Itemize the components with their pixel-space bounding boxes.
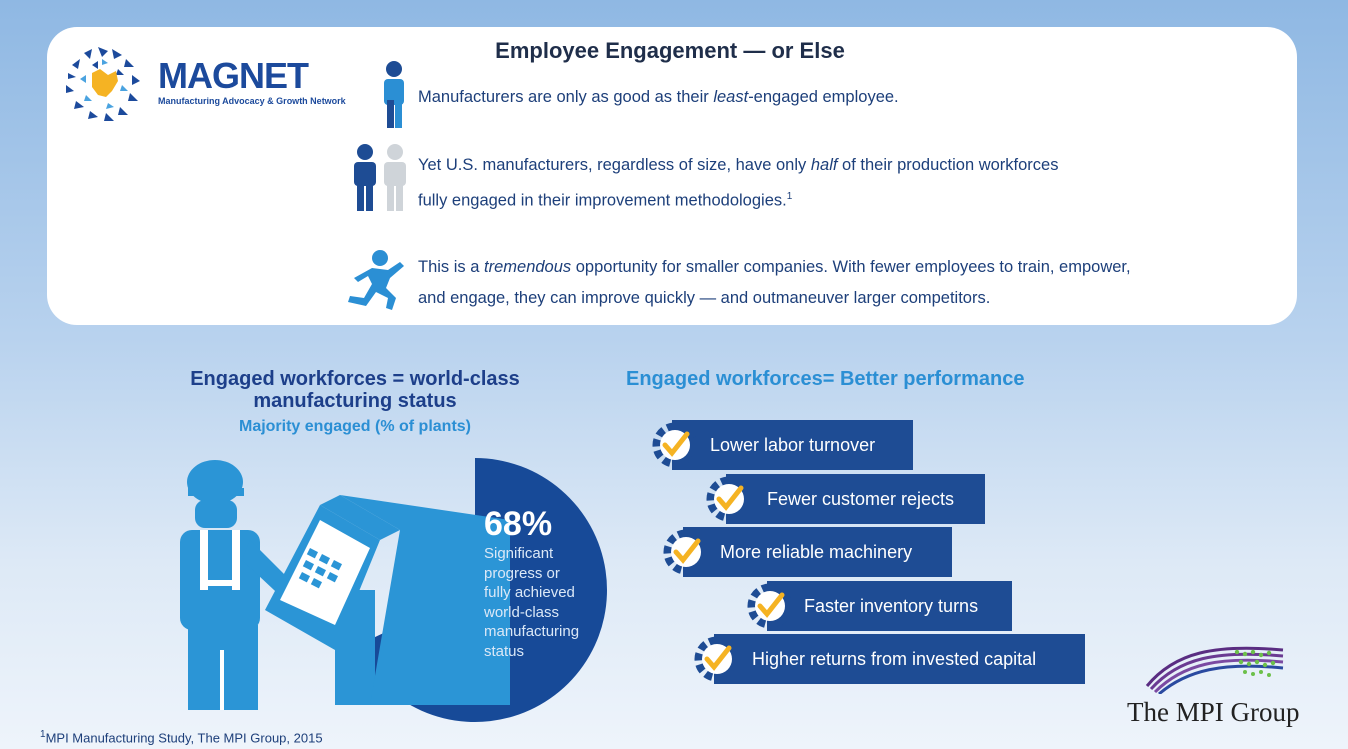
- benefit-label: More reliable machinery: [720, 541, 913, 562]
- left-heading-line2: manufacturing status: [253, 390, 457, 412]
- intro-card: [47, 27, 1297, 325]
- statement-2-emphasis: half: [810, 156, 838, 174]
- statement-1-text: Manufacturers are only as good as their: [418, 88, 714, 106]
- benefit-bar-2: Fewer customer rejects: [726, 474, 985, 524]
- statement-2-text-end: of their production workforces: [837, 156, 1059, 174]
- benefit-label: Higher returns from invested capital: [752, 648, 1037, 669]
- single-person-icon: [384, 61, 404, 128]
- pie-description: Significant progress or fully achieved w…: [484, 544, 579, 661]
- footnote-marker: 1: [786, 191, 793, 202]
- logo-subtitle: Manufacturing Advocacy & Growth Network: [158, 96, 346, 106]
- statement-3: This is a tremendous opportunity for sma…: [418, 252, 1131, 314]
- statement-1: Manufacturers are only as good as their …: [418, 82, 899, 113]
- benefit-bar-4: Faster inventory turns: [767, 581, 1012, 631]
- pie-percentage: 68%: [484, 505, 553, 543]
- footnote: 1MPI Manufacturing Study, The MPI Group,…: [40, 729, 323, 745]
- statement-1-emphasis: least: [713, 88, 749, 106]
- pie-desc-line: progress or: [484, 564, 560, 582]
- statement-1-text-end: -engaged employee.: [748, 88, 899, 106]
- benefit-label: Faster inventory turns: [804, 595, 979, 616]
- statement-3-emphasis: tremendous: [484, 258, 572, 276]
- statement-2: Yet U.S. manufacturers, regardless of si…: [418, 150, 1058, 217]
- gear-check-icon: [694, 636, 740, 682]
- mpi-logo-text: The MPI Group: [1127, 697, 1300, 727]
- page-title: Employee Engagement — or Else: [495, 38, 845, 63]
- two-people-icon: [354, 144, 406, 211]
- gear-check-icon: [706, 476, 752, 522]
- gear-check-icon: [663, 529, 709, 575]
- gear-check-icon: [652, 422, 698, 468]
- pie-desc-line: manufacturing: [484, 623, 580, 640]
- benefit-label: Fewer customer rejects: [767, 488, 955, 509]
- footnote-text: MPI Manufacturing Study, The MPI Group, …: [45, 730, 323, 746]
- pie-desc-line: status: [484, 642, 525, 660]
- statement-3-line2: and engage, they can improve quickly — a…: [418, 289, 991, 307]
- mpi-logo-swoosh: [1145, 646, 1284, 694]
- left-heading: Engaged workforces = world-class manufac…: [120, 368, 590, 412]
- pie-desc-line: Significant: [484, 545, 554, 562]
- left-subheading: Majority engaged (% of plants): [238, 418, 471, 435]
- pie-desc-line: world-class: [484, 603, 560, 621]
- logo-wordmark: MAGNET: [158, 55, 309, 96]
- benefit-label: Lower labor turnover: [710, 434, 876, 455]
- statement-3-text: This is a: [418, 258, 485, 276]
- benefit-bar-1: Lower labor turnover: [672, 420, 913, 470]
- magnet-logo: [66, 47, 140, 121]
- pie-desc-line: fully achieved: [484, 584, 575, 601]
- benefit-bar-3: More reliable machinery: [683, 527, 952, 577]
- gear-check-icon: [747, 583, 793, 629]
- statement-2-text: Yet U.S. manufacturers, regardless of si…: [418, 156, 811, 174]
- statement-2-line2: fully engaged in their improvement metho…: [418, 191, 787, 210]
- worker-illustration: [180, 460, 510, 710]
- statement-3-text-end: opportunity for smaller companies. With …: [571, 258, 1131, 276]
- right-heading: Engaged workforces= Better performance: [626, 368, 1025, 390]
- pie-label: 68% Significant progress or fully achiev…: [484, 505, 579, 661]
- running-person-icon: [348, 250, 404, 310]
- left-heading-line1: Engaged workforces = world-class: [190, 368, 520, 390]
- benefit-bar-5: Higher returns from invested capital: [714, 634, 1085, 684]
- footnote-sup: 1: [40, 729, 46, 740]
